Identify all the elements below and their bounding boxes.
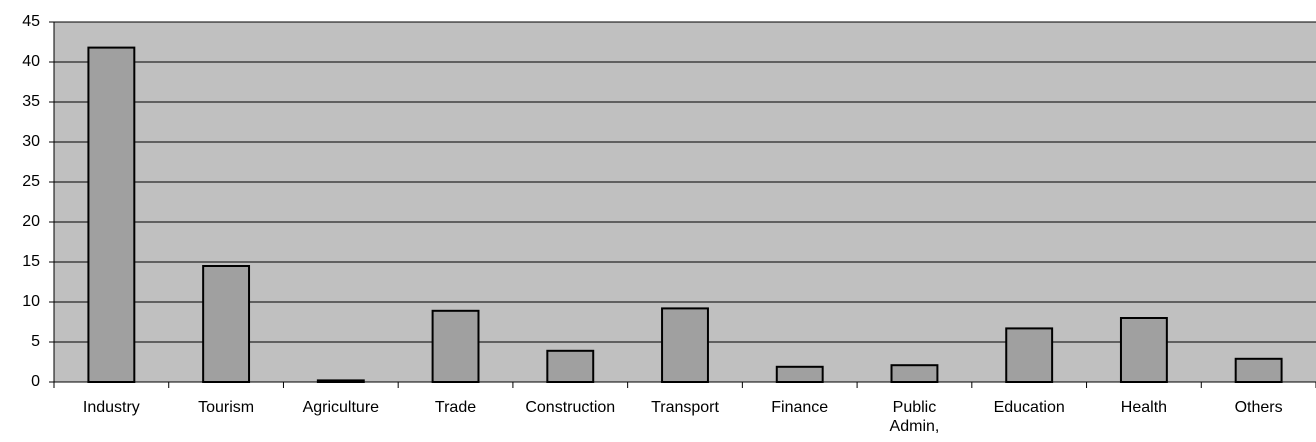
y-tick-label: 35 [22, 93, 40, 110]
bar [1005, 327, 1054, 383]
x-tick-label: Trade [434, 399, 477, 416]
bar [661, 307, 709, 383]
bar [890, 364, 939, 384]
x-tick-label: Industry [82, 399, 140, 416]
x-tick-label: Public Admin, [889, 399, 940, 435]
y-tick-label: 10 [22, 293, 40, 310]
x-tick-label: Finance [771, 399, 829, 416]
x-tick-label: Education [993, 399, 1065, 416]
y-tick-label: 40 [22, 53, 40, 70]
x-tick-label: Others [1234, 399, 1283, 416]
x-tick-label: Construction [525, 399, 616, 416]
bar [775, 365, 824, 383]
bar [1234, 357, 1283, 383]
x-tick-label: Health [1120, 399, 1168, 416]
y-tick-label: 45 [22, 13, 40, 30]
y-tick-label: 30 [22, 133, 40, 150]
bar [546, 349, 595, 383]
x-tick-label: Transport [651, 399, 719, 416]
bar [1119, 317, 1168, 383]
y-tick-label: 20 [22, 213, 40, 230]
y-tick-label: 25 [22, 173, 40, 190]
y-tick-label: 15 [22, 253, 40, 270]
x-tick-label: Tourism [198, 399, 255, 416]
bar [431, 309, 480, 383]
y-tick-label: 5 [31, 333, 40, 350]
bar [87, 46, 136, 383]
y-tick-label: 0 [31, 373, 40, 390]
x-tick-label: Agriculture [302, 399, 380, 416]
bar [202, 265, 251, 383]
bar [316, 379, 365, 383]
